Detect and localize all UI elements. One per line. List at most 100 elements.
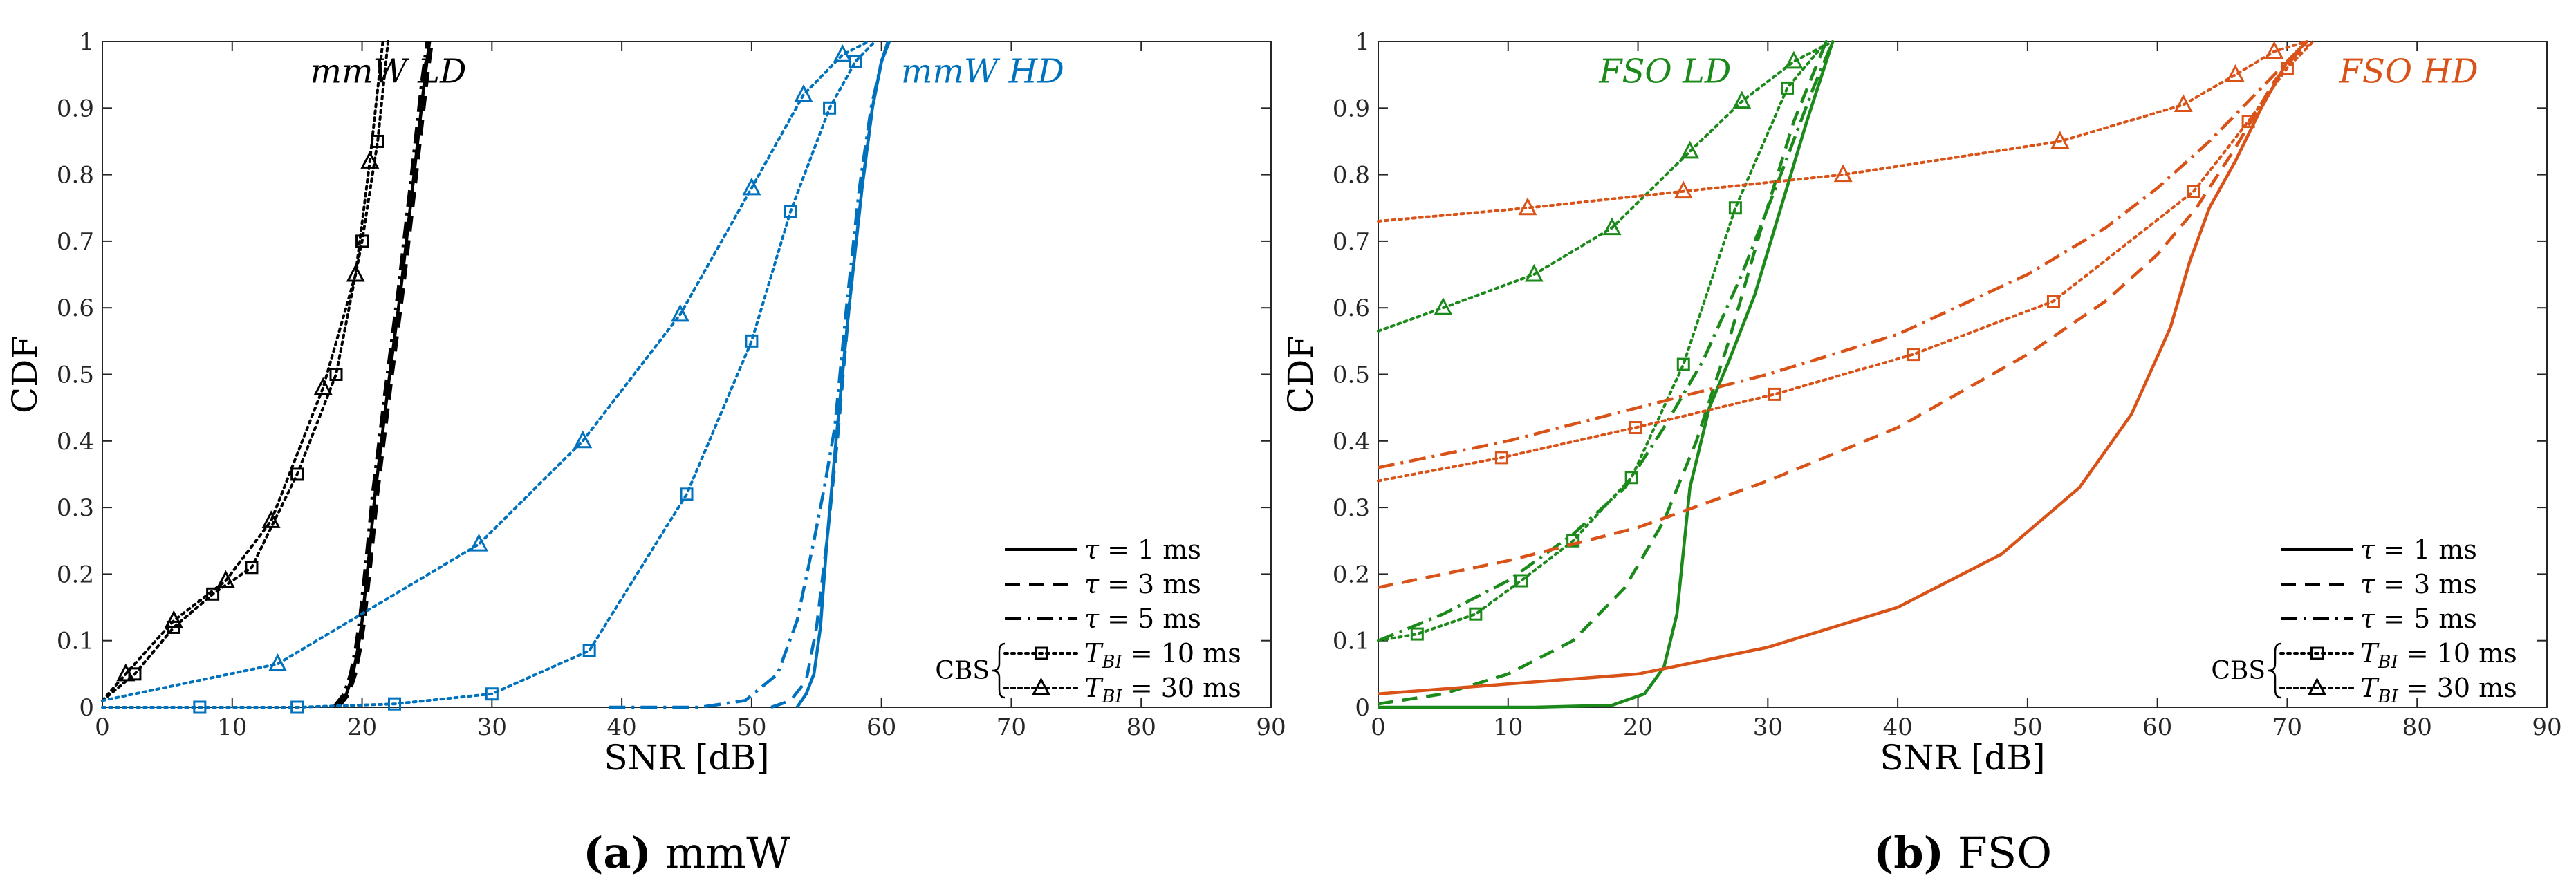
x-tick-label: 70 (2272, 713, 2302, 741)
caption-text: FSO (1944, 828, 2052, 878)
series-marker (745, 334, 759, 348)
series-marker (355, 234, 369, 248)
series-marker (1907, 348, 1920, 362)
plot-area (102, 41, 1272, 708)
series-marker (290, 467, 304, 481)
series-marker (1410, 627, 1424, 641)
series-marker (1494, 451, 1508, 465)
y-tick-label: 0.8 (1333, 162, 1370, 189)
series-line: FSO HD T_BI = 30 ms (1377, 40, 2308, 223)
series-group: mmW LD τ = 1 msmmW LD τ = 3 msmmW LD τ =… (101, 40, 891, 714)
series-marker (485, 687, 499, 701)
series-line: FSO HD τ = 1 ms (1378, 40, 2308, 695)
series-marker (1602, 217, 1622, 236)
series-marker (1566, 534, 1580, 548)
series-marker (1469, 607, 1483, 621)
panel-caption: (b) FSO (1873, 828, 2052, 878)
legend-label: TBI = 30 ms (1084, 673, 1241, 707)
y-tick-label: 1 (79, 28, 94, 56)
series-marker (313, 377, 333, 395)
x-tick-label: 80 (1127, 713, 1156, 741)
series-marker (2280, 62, 2294, 75)
series-marker (290, 700, 304, 714)
series-marker (2046, 295, 2060, 308)
series-marker (193, 700, 207, 714)
legend-label: TBI = 10 ms (1084, 638, 1241, 673)
y-tick-label: 1 (1355, 28, 1370, 56)
series-marker (261, 510, 281, 528)
series-marker (268, 653, 287, 671)
series-marker (823, 101, 837, 115)
x-axis: 0 10 20 30 40 50 60 70 80 90 (95, 41, 1286, 741)
caption-label: (a) (583, 828, 651, 878)
legend-marker (1035, 646, 1048, 660)
x-tick-label: 90 (1256, 713, 1286, 741)
y-tick-label: 0.6 (57, 295, 94, 322)
series-marker (164, 610, 183, 628)
legend-bracket-label: CBS (935, 657, 990, 685)
series-marker (1732, 91, 1752, 109)
legend-label: τ = 3 ms (1084, 569, 1201, 599)
y-axis-label: CDF (1281, 335, 1321, 413)
series-marker (1629, 421, 1642, 435)
legend-label: τ = 3 ms (2360, 569, 2477, 599)
series-line: FSO HD τ = 3 ms (1378, 40, 2308, 589)
series-marker (671, 304, 690, 322)
series-line: mmW LD τ = 5 ms (332, 41, 429, 709)
panel-mmw: 0 10 20 30 40 50 60 70 80 90 0 0.1 0.2 0.3 0.4 0.5 0.6 0.… (5, 28, 1286, 878)
annotation-label: FSO HD (2339, 52, 2478, 91)
y-tick-label: 0.3 (1333, 494, 1370, 522)
x-tick-label: 10 (1493, 713, 1523, 741)
series-line: mmW LD τ = 3 ms (337, 41, 434, 709)
series-marker (360, 151, 380, 169)
y-tick-label: 0.8 (57, 162, 94, 189)
x-tick-label: 20 (347, 713, 377, 741)
y-tick-label: 0.3 (57, 494, 94, 522)
series-marker (1434, 297, 1453, 315)
series-line: mmW HD T_BI = 10 ms (101, 40, 877, 709)
series-marker (1680, 140, 1700, 159)
legend-brace (2268, 642, 2281, 699)
series-marker (2174, 94, 2193, 112)
y-tick-label: 0.4 (1333, 428, 1370, 456)
series-marker (2050, 131, 2070, 149)
y-tick-label: 0.9 (57, 95, 94, 122)
x-tick-label: 30 (477, 713, 507, 741)
y-tick-label: 0.7 (1333, 228, 1370, 256)
panel-fso: 0 10 20 30 40 50 60 70 80 90 0 0.1 0.2 0.3 0.4 0.5 0.6 0.… (1281, 28, 2562, 878)
series-marker (582, 644, 596, 657)
series-marker (784, 205, 797, 218)
y-tick-label: 0.7 (57, 228, 94, 256)
series-line: FSO LD τ = 5 ms (1378, 41, 1835, 642)
annotation-label: FSO LD (1598, 52, 1731, 91)
series-marker (245, 561, 259, 575)
series-marker (2225, 64, 2245, 82)
series-line: mmW HD T_BI = 30 ms (101, 40, 870, 702)
y-tick-label: 0.5 (57, 362, 94, 389)
x-tick-label: 40 (1882, 713, 1912, 741)
y-axis: 0 0.1 0.2 0.3 0.4 0.5 0.6 0.7 0.8 0.9 1 (57, 28, 1271, 722)
y-tick-label: 0 (79, 694, 94, 722)
series-marker (1784, 50, 1804, 69)
series-marker (1781, 81, 1794, 95)
series-marker (794, 84, 813, 102)
series-line: mmW HD τ = 5 ms (609, 41, 891, 709)
x-tick-label: 80 (2402, 713, 2432, 741)
y-tick-label: 0.2 (1333, 561, 1370, 588)
x-tick-label: 50 (736, 713, 766, 741)
x-axis-label: SNR [dB] (604, 738, 769, 778)
x-tick-label: 90 (2532, 713, 2561, 741)
series-marker (206, 587, 220, 601)
x-tick-label: 0 (1371, 713, 1386, 741)
x-tick-label: 60 (2142, 713, 2172, 741)
annotation-label: mmW LD (310, 52, 466, 91)
x-axis-label: SNR [dB] (1880, 738, 2045, 778)
plot-area (1378, 41, 2548, 708)
y-tick-label: 0.5 (1333, 362, 1370, 389)
series-line: mmW LD T_BI = 30 ms (101, 40, 384, 702)
x-tick-label: 20 (1623, 713, 1653, 741)
y-axis: 0 0.1 0.2 0.3 0.4 0.5 0.6 0.7 0.8 0.9 1 (1333, 28, 2547, 722)
series-marker (1676, 357, 1690, 371)
